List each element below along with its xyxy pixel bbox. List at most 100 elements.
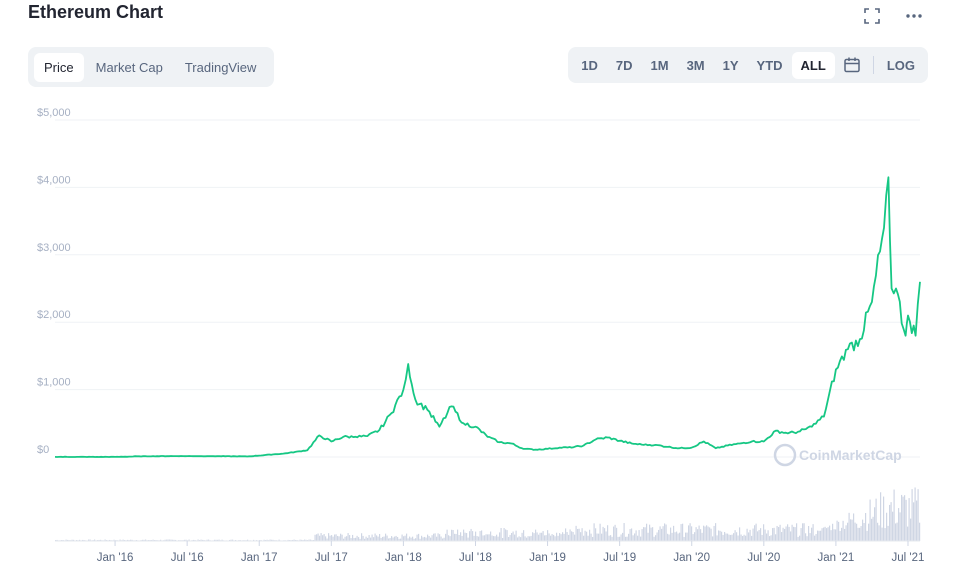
volume-bar <box>673 525 675 541</box>
volume-bar <box>484 535 486 541</box>
volume-bar <box>343 538 345 541</box>
range-1m[interactable]: 1M <box>650 57 669 73</box>
volume-bar <box>730 534 732 541</box>
volume-bar <box>752 528 754 541</box>
volume-bar <box>767 530 769 541</box>
volume-bar <box>406 533 408 541</box>
volume-bar <box>436 536 438 541</box>
volume-bar <box>542 531 544 541</box>
volume-bar <box>443 537 445 541</box>
volume-bar <box>674 532 676 541</box>
volume-bar <box>884 528 886 541</box>
volume-bar <box>574 534 576 541</box>
volume-bar <box>853 513 855 541</box>
volume-bar <box>868 523 870 541</box>
volume-bar <box>766 533 768 541</box>
volume-bar <box>707 526 709 541</box>
volume-bar <box>890 502 892 541</box>
volume-bar <box>200 539 202 541</box>
tab-price[interactable]: Price <box>34 52 84 82</box>
volume-bar <box>590 533 592 541</box>
volume-bar <box>905 499 907 541</box>
volume-bar <box>893 489 895 541</box>
volume-bar <box>449 536 451 541</box>
volume-bar <box>475 531 477 541</box>
volume-bar <box>601 533 603 541</box>
volume-bar <box>493 536 495 541</box>
volume-bar <box>919 522 921 541</box>
volume-bar <box>88 539 90 541</box>
volume-bar <box>547 530 549 541</box>
volume-bar <box>329 535 331 541</box>
log-scale-toggle[interactable]: LOG <box>886 57 915 73</box>
volume-bar <box>656 532 658 541</box>
volume-bar <box>895 523 897 541</box>
volume-bar <box>505 529 507 541</box>
volume-bar <box>646 523 648 541</box>
volume-bar <box>434 533 436 541</box>
volume-bar <box>541 532 543 541</box>
volume-bar <box>739 527 741 541</box>
volume-bar <box>292 539 294 541</box>
volume-bar <box>850 519 852 541</box>
volume-bar <box>697 529 699 541</box>
volume-bar <box>499 532 501 541</box>
fullscreen-icon[interactable] <box>862 8 882 28</box>
volume-bar <box>917 489 919 541</box>
volume-bar <box>712 536 714 541</box>
volume-bar <box>889 504 891 541</box>
more-options-icon[interactable] <box>904 8 924 28</box>
range-all[interactable]: ALL <box>791 51 835 79</box>
range-7d[interactable]: 7D <box>615 57 633 73</box>
range-1d[interactable]: 1D <box>581 57 598 73</box>
volume-bar <box>364 538 366 541</box>
volume-bar <box>532 532 534 541</box>
volume-bar <box>478 536 480 541</box>
volume-bar <box>688 525 690 541</box>
volume-bar <box>680 524 682 541</box>
volume-bar <box>838 521 840 541</box>
volume-bar <box>439 534 441 541</box>
volume-bar <box>796 523 798 541</box>
volume-bar <box>476 536 478 541</box>
volume-bar <box>691 526 693 541</box>
volume-bar <box>218 539 220 541</box>
volume-bar <box>719 530 721 541</box>
volume-bar <box>400 538 402 541</box>
calendar-icon[interactable] <box>835 56 869 74</box>
volume-bar <box>620 534 622 541</box>
volume-bar <box>71 539 73 541</box>
volume-bar <box>833 529 835 541</box>
volume-bar <box>626 536 628 541</box>
volume-bar <box>184 539 186 541</box>
volume-bar <box>206 539 208 541</box>
volume-bar <box>898 508 900 541</box>
tab-tradingview[interactable]: TradingView <box>184 59 257 75</box>
volume-bar <box>346 536 348 541</box>
volume-bar <box>376 535 378 541</box>
volume-bar <box>446 529 448 541</box>
range-ytd[interactable]: YTD <box>756 57 783 73</box>
volume-bar <box>614 524 616 541</box>
volume-bar <box>538 534 540 541</box>
volume-bar <box>863 523 865 541</box>
volume-bar <box>617 536 619 541</box>
volume-bar <box>704 526 706 541</box>
tab-market-cap[interactable]: Market Cap <box>95 59 163 75</box>
range-1y[interactable]: 1Y <box>722 57 739 73</box>
volume-bar <box>368 535 370 541</box>
volume-bar <box>247 539 249 541</box>
range-3m[interactable]: 3M <box>686 57 705 73</box>
volume-bar <box>415 538 417 541</box>
volume-bar <box>667 533 669 541</box>
volume-bar <box>496 534 498 541</box>
volume-bar <box>425 537 427 541</box>
volume-bar <box>322 535 324 541</box>
volume-bar <box>722 534 724 541</box>
volume-bar <box>803 523 805 541</box>
volume-bar <box>916 500 918 541</box>
volume-bar <box>742 536 744 541</box>
x-tick-label: Jul '16 <box>171 552 204 564</box>
volume-bar <box>317 533 319 541</box>
volume-bar <box>764 529 766 541</box>
